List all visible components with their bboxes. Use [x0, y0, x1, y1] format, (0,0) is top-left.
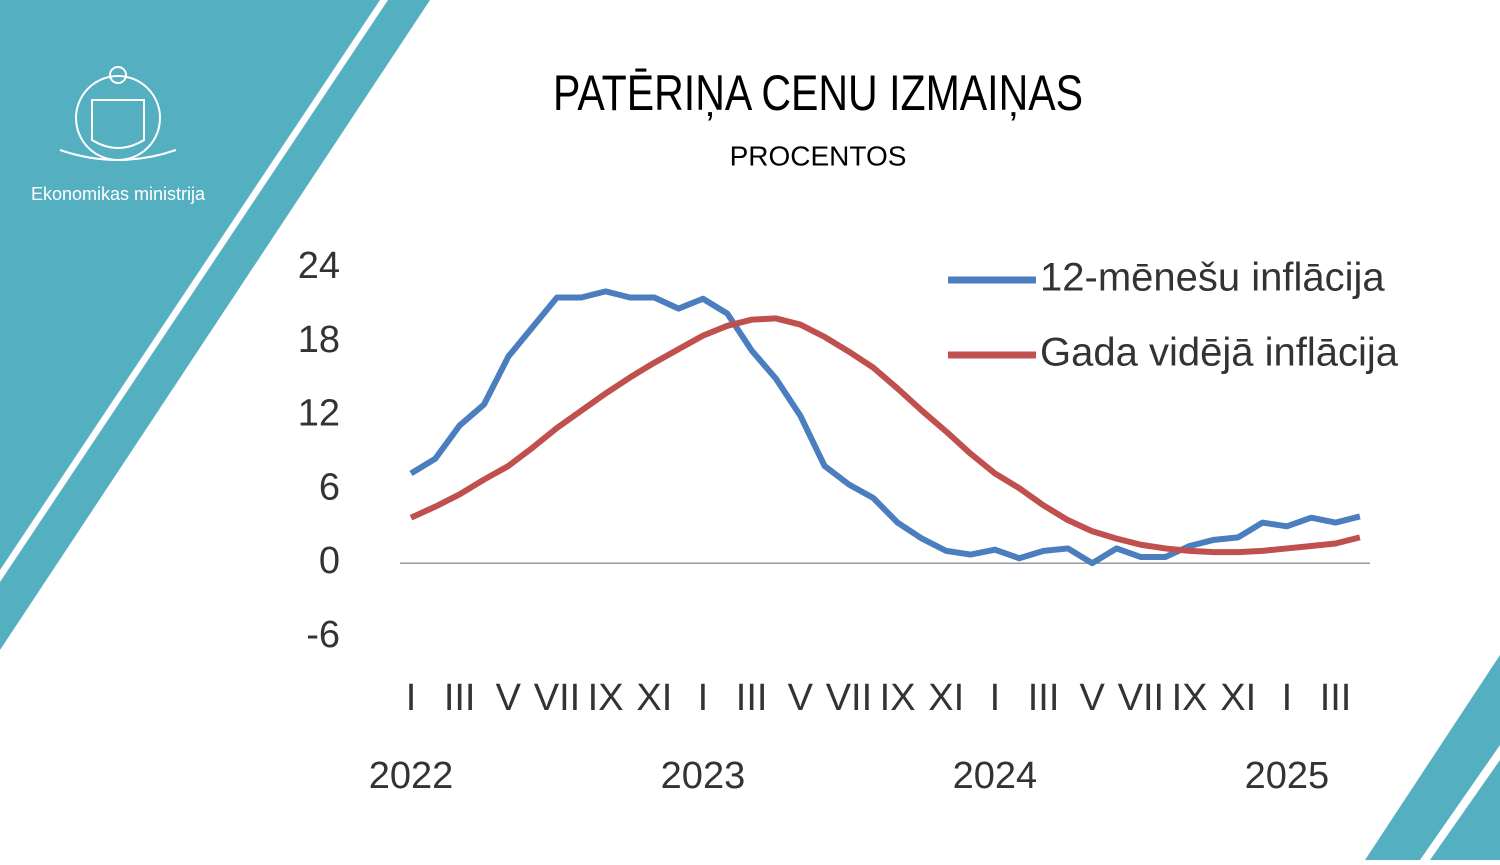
x-tick-label: I [406, 677, 417, 719]
x-tick-label: IX [1172, 677, 1208, 719]
series-line [409, 315, 1361, 556]
x-tick-label: XI [1220, 677, 1256, 719]
x-tick-label: III [1320, 677, 1352, 719]
chart-title: PATĒRIŅA CENU IZMAIŅAS [553, 65, 1083, 121]
x-tick-label: I [990, 677, 1001, 719]
y-tick-label: 18 [298, 319, 340, 361]
x-tick-label: III [1028, 677, 1060, 719]
year-label: 2023 [661, 755, 746, 797]
x-tick-label: IX [880, 677, 916, 719]
corner-stripe [0, 0, 430, 650]
x-tick-label: VII [826, 677, 872, 719]
legend-label: 12-mēnešu inflācija [1040, 256, 1385, 300]
y-tick-label: -6 [306, 614, 340, 656]
legend-label: Gada vidējā inflācija [1040, 331, 1399, 375]
x-tick-label: IX [588, 677, 624, 719]
x-tick-label: VII [534, 677, 580, 719]
corner-stripe [1420, 745, 1500, 860]
x-tick-label: III [736, 677, 768, 719]
y-tick-label: 12 [298, 393, 340, 435]
x-tick-label: XI [636, 677, 672, 719]
year-label: 2025 [1245, 755, 1330, 797]
corner-band [1365, 655, 1500, 860]
x-tick-label: XI [928, 677, 964, 719]
x-tick-label: III [444, 677, 476, 719]
x-tick-label: I [698, 677, 709, 719]
x-tick-label: V [496, 677, 522, 719]
logo [59, 66, 177, 161]
y-tick-label: 24 [298, 245, 340, 287]
y-tick-label: 0 [319, 540, 340, 582]
series-line [409, 288, 1361, 567]
x-tick-label: V [1080, 677, 1106, 719]
x-tick-label: VII [1118, 677, 1164, 719]
year-label: 2022 [369, 755, 454, 797]
y-tick-label: 6 [319, 466, 340, 508]
organization-name: Ekonomikas ministrija [31, 184, 206, 204]
year-label: 2024 [953, 755, 1038, 797]
chart-subtitle: PROCENTOS [730, 140, 907, 171]
x-tick-label: I [1282, 677, 1293, 719]
x-tick-label: V [788, 677, 814, 719]
